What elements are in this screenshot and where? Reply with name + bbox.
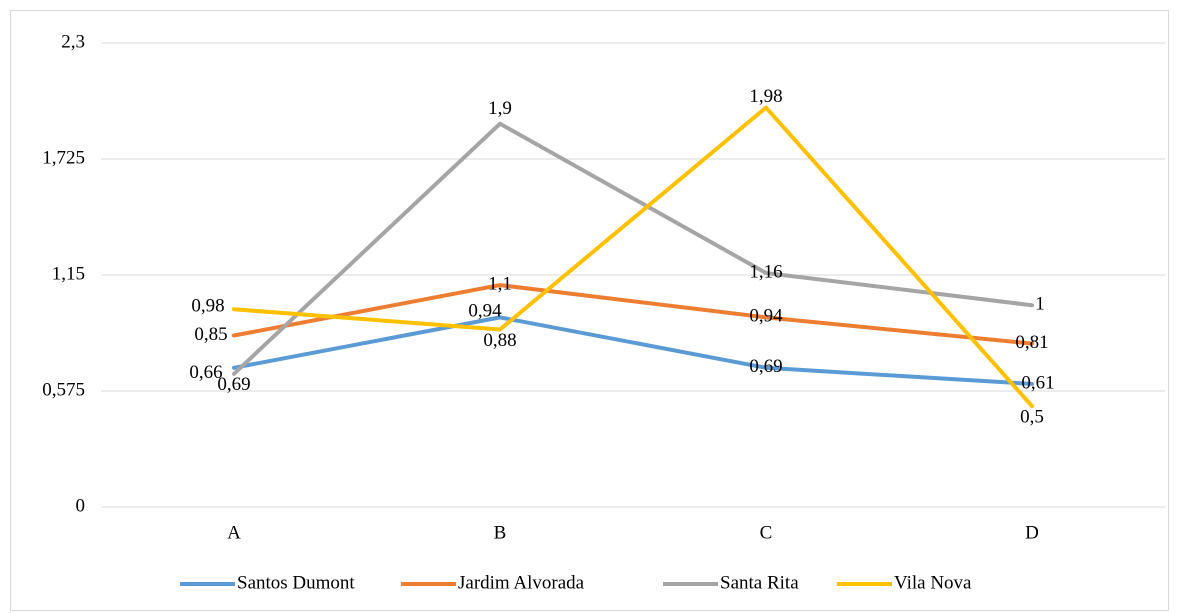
x-tick-label: C: [760, 522, 773, 543]
legend-label: Vila Nova: [894, 572, 972, 593]
data-label: 0,5: [1020, 406, 1044, 427]
y-tick-label: 1,725: [42, 147, 85, 168]
data-label: 0,88: [483, 330, 516, 351]
data-label: 1,16: [749, 261, 782, 282]
data-label: 0,94: [468, 301, 502, 322]
y-tick-label: 0: [76, 495, 86, 516]
y-tick-label: 1,15: [52, 263, 85, 284]
data-label: 0,66: [189, 362, 222, 383]
data-label: 0,98: [191, 296, 224, 317]
data-label: 1,1: [488, 273, 512, 294]
data-label: 1,9: [488, 98, 512, 119]
series-line: [232, 315, 1034, 386]
x-tick-label: B: [494, 522, 507, 543]
data-label: 0,69: [217, 374, 250, 395]
data-label: 0,94: [749, 306, 783, 327]
x-tick-label: A: [227, 522, 241, 543]
data-label: 0,69: [749, 356, 782, 377]
series-line: [232, 121, 1034, 376]
legend-label: Santa Rita: [720, 572, 799, 593]
y-tick-label: 0,575: [42, 379, 85, 400]
chart-border: [10, 10, 1169, 611]
data-label: 0,85: [194, 324, 227, 345]
legend-label: Jardim Alvorada: [458, 572, 585, 593]
data-label: 1,98: [749, 86, 782, 107]
y-tick-label: 2,3: [61, 31, 85, 52]
data-label: 0,61: [1021, 372, 1054, 393]
x-tick-label: D: [1025, 522, 1039, 543]
series-line: [232, 283, 1034, 346]
legend-label: Santos Dumont: [237, 572, 355, 593]
data-label: 0,81: [1015, 332, 1048, 353]
data-label: 1: [1035, 294, 1045, 315]
series-line: [232, 105, 1034, 409]
